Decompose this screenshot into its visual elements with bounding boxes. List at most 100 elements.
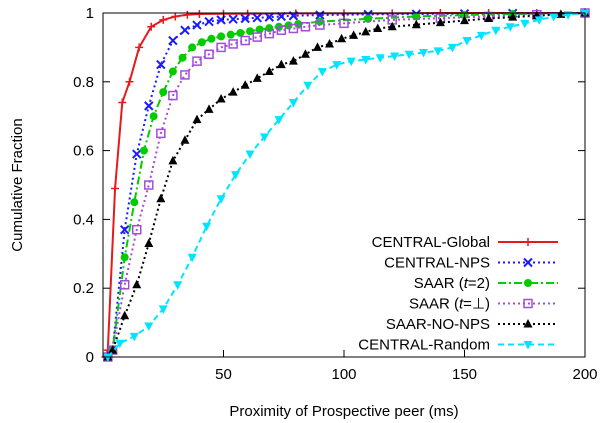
data-point bbox=[404, 50, 414, 60]
data-point bbox=[284, 21, 293, 30]
data-point bbox=[549, 12, 559, 22]
data-point bbox=[173, 281, 183, 290]
data-point bbox=[120, 310, 130, 320]
data-point bbox=[246, 27, 255, 36]
data-point bbox=[315, 10, 325, 20]
data-point bbox=[505, 23, 515, 32]
data-point bbox=[115, 339, 125, 349]
data-point bbox=[144, 322, 154, 332]
data-point bbox=[240, 35, 250, 46]
data-point bbox=[192, 56, 202, 66]
legend-entry-saar-t-2: SAAR (t=2) bbox=[414, 275, 558, 292]
series-line-saar-t bbox=[107, 12, 586, 358]
data-point bbox=[361, 55, 371, 65]
data-point bbox=[361, 26, 371, 36]
legend-swatch-marker bbox=[523, 298, 533, 309]
plot-area bbox=[101, 8, 590, 362]
x-tick-label: 150 bbox=[452, 366, 477, 383]
data-point bbox=[168, 155, 178, 165]
series-saar-t-2 bbox=[103, 9, 589, 361]
legend-label: CENTRAL-Global bbox=[372, 234, 490, 251]
data-point bbox=[264, 66, 274, 75]
legend-label: SAAR (t=2) bbox=[414, 275, 490, 292]
data-point bbox=[168, 90, 178, 101]
data-point bbox=[435, 17, 445, 27]
y-tick-label: 0.8 bbox=[73, 74, 94, 91]
data-point bbox=[300, 49, 310, 58]
legend-label: SAAR-NO-NPS bbox=[386, 316, 490, 333]
data-point bbox=[300, 22, 311, 32]
data-point bbox=[125, 77, 134, 86]
data-point bbox=[534, 16, 544, 25]
data-point bbox=[312, 42, 322, 51]
data-point bbox=[144, 101, 154, 111]
series-line-saar-t-2 bbox=[107, 12, 586, 358]
data-point bbox=[236, 28, 245, 37]
data-point bbox=[447, 43, 457, 53]
legend-label: SAAR (t=⊥) bbox=[409, 296, 490, 313]
series-saar-no-nps bbox=[103, 8, 590, 361]
data-point bbox=[288, 56, 298, 65]
data-point bbox=[252, 73, 262, 82]
legend: CENTRAL-Global CENTRAL-NPS SAAR (t=2) SAAR … bbox=[358, 234, 558, 354]
data-point bbox=[462, 37, 472, 46]
data-point bbox=[207, 34, 216, 43]
legend-swatch-marker bbox=[524, 279, 532, 287]
series-line-saar-no-nps bbox=[107, 12, 586, 358]
series-saar-t bbox=[103, 8, 590, 362]
data-point bbox=[183, 10, 192, 19]
data-point bbox=[433, 47, 443, 56]
x-axis-label: Proximity of Prospective peer (ms) bbox=[229, 403, 458, 420]
data-point bbox=[508, 12, 518, 21]
data-point bbox=[171, 12, 180, 21]
data-point bbox=[228, 39, 238, 49]
data-point bbox=[252, 32, 262, 42]
data-point bbox=[264, 28, 275, 39]
data-point bbox=[156, 193, 166, 203]
data-point bbox=[180, 135, 190, 144]
data-point bbox=[135, 43, 144, 52]
legend-entry-saar-t: SAAR (t=⊥) bbox=[409, 296, 558, 313]
data-point bbox=[346, 57, 356, 67]
data-point bbox=[317, 67, 327, 77]
data-point bbox=[264, 12, 274, 22]
series-central-random bbox=[103, 9, 590, 362]
legend-entry-central-random: CENTRAL-Random bbox=[358, 337, 558, 354]
data-point bbox=[159, 15, 168, 24]
y-tick-label: 1 bbox=[86, 5, 94, 22]
data-point bbox=[255, 25, 264, 34]
data-point bbox=[111, 184, 120, 193]
data-point bbox=[108, 345, 118, 354]
x-tick-label: 200 bbox=[572, 366, 597, 383]
y-tick-label: 0.6 bbox=[73, 143, 94, 160]
data-point bbox=[216, 195, 226, 204]
data-point bbox=[103, 353, 113, 362]
data-point bbox=[288, 23, 299, 34]
data-point bbox=[390, 52, 400, 61]
legend-label: CENTRAL-NPS bbox=[384, 255, 490, 272]
data-point bbox=[131, 224, 142, 235]
data-point bbox=[139, 146, 148, 155]
data-point bbox=[276, 25, 287, 35]
data-point bbox=[192, 20, 202, 30]
data-point bbox=[188, 43, 197, 52]
data-point bbox=[119, 280, 130, 290]
legend-entry-central-global: CENTRAL-Global bbox=[372, 234, 558, 251]
data-point bbox=[202, 222, 212, 232]
data-point bbox=[276, 59, 286, 69]
series-line-central-global bbox=[104, 12, 585, 358]
data-point bbox=[294, 20, 303, 29]
data-point bbox=[325, 38, 335, 48]
data-point bbox=[332, 61, 342, 70]
data-point bbox=[228, 87, 238, 96]
data-point bbox=[252, 13, 262, 23]
y-axis-label: Cumulative Fraction bbox=[9, 118, 26, 251]
data-point bbox=[159, 88, 168, 97]
data-point bbox=[149, 112, 158, 121]
legend-entry-saar-no-nps: SAAR-NO-NPS bbox=[386, 316, 558, 333]
legend-label: CENTRAL-Random bbox=[358, 337, 490, 354]
legend-swatch-marker bbox=[523, 257, 533, 268]
data-point bbox=[132, 279, 142, 289]
